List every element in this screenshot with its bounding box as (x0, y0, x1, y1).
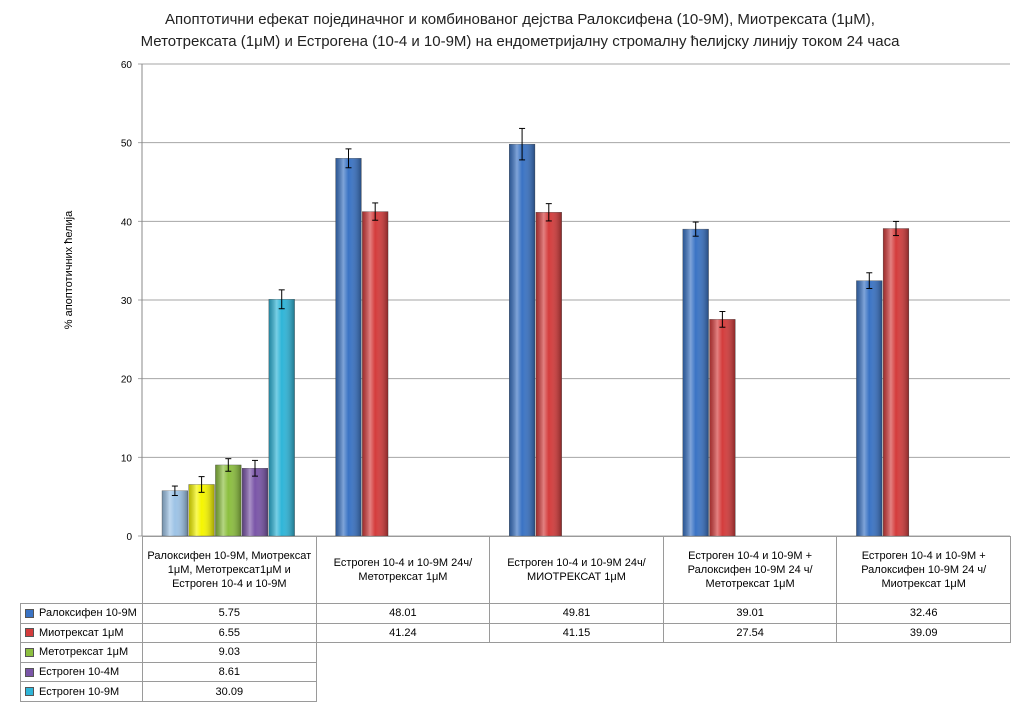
legend-label: Естроген 10-4М (39, 666, 120, 679)
legend-cell: Естроген 10-4М (20, 661, 143, 683)
legend-cell: Миотрексат 1μM (20, 622, 143, 644)
legend-cell: Естроген 10-9М (20, 681, 143, 702)
table-value: 48.01 (315, 603, 491, 624)
bar-shade (362, 211, 389, 536)
bar-shade (856, 280, 883, 536)
table-value: 9.03 (142, 642, 317, 663)
y-tick-label: 0 (126, 532, 132, 543)
legend-swatch (25, 667, 34, 677)
table-value: 39.09 (836, 622, 1011, 644)
y-tick-label: 20 (121, 375, 133, 386)
category-cell: Естроген 10-4 и 10-9М 24ч/ МИОТРЕКСАТ 1μ… (489, 536, 664, 604)
legend-swatch (25, 647, 34, 657)
legend-swatch (25, 608, 34, 618)
bar-shade (682, 229, 709, 536)
y-tick-label: 30 (121, 296, 133, 307)
y-tick-label: 40 (121, 217, 133, 228)
legend-cell: Ралоксифен 10-9М (20, 603, 143, 624)
table-value: 27.54 (662, 622, 838, 644)
bar-shade (215, 464, 242, 536)
bar-shade (268, 299, 295, 536)
legend-swatch (25, 687, 34, 697)
y-tick-label: 50 (121, 139, 133, 150)
y-axis-label: % апоптотичних ћелија (63, 210, 75, 329)
bar-shade (242, 468, 268, 536)
table-value: 8.61 (142, 661, 317, 683)
legend-cell: Метотрексат 1μM (20, 642, 143, 663)
bar-shade (509, 144, 535, 537)
category-cell: Естроген 10-4 и 10-9М + Ралоксифен 10-9М… (836, 536, 1011, 604)
legend-swatch (25, 628, 34, 638)
legend-label: Ралоксифен 10-9М (39, 607, 137, 620)
table-value: 49.81 (489, 603, 664, 624)
bar-shade (709, 319, 736, 536)
table-value: 41.15 (489, 622, 664, 644)
y-tick-label: 60 (121, 60, 133, 71)
category-cell: Ралоксифен 10-9М, Миотрексат 1μM, Метотр… (142, 536, 317, 604)
legend-label: Метотрексат 1μM (39, 646, 129, 659)
table-value: 30.09 (142, 681, 317, 702)
bar-shade (335, 158, 362, 536)
category-cell: Естроген 10-4 и 10-9М + Ралоксифен 10-9М… (662, 536, 838, 604)
bar-shade (535, 212, 562, 536)
category-cell: Естроген 10-4 и 10-9М 24ч/ Метотрексат 1… (315, 536, 491, 604)
bar-shade (883, 228, 909, 536)
legend-label: Естроген 10-9М (39, 685, 120, 698)
bar-shade (162, 490, 188, 536)
bar-shade (188, 484, 215, 536)
table-value: 41.24 (315, 622, 491, 644)
legend-label: Миотрексат 1μM (39, 626, 124, 639)
table-value: 6.55 (142, 622, 317, 644)
chart-title: Метотрексата (1μM) и Естрогена (10-4 и 1… (141, 33, 900, 50)
chart-title: Апоптотични ефекат појединачног и комбин… (165, 11, 875, 28)
table-value: 39.01 (662, 603, 838, 624)
table-value: 5.75 (142, 603, 317, 624)
table-value: 32.46 (836, 603, 1011, 624)
y-tick-label: 10 (121, 453, 133, 464)
